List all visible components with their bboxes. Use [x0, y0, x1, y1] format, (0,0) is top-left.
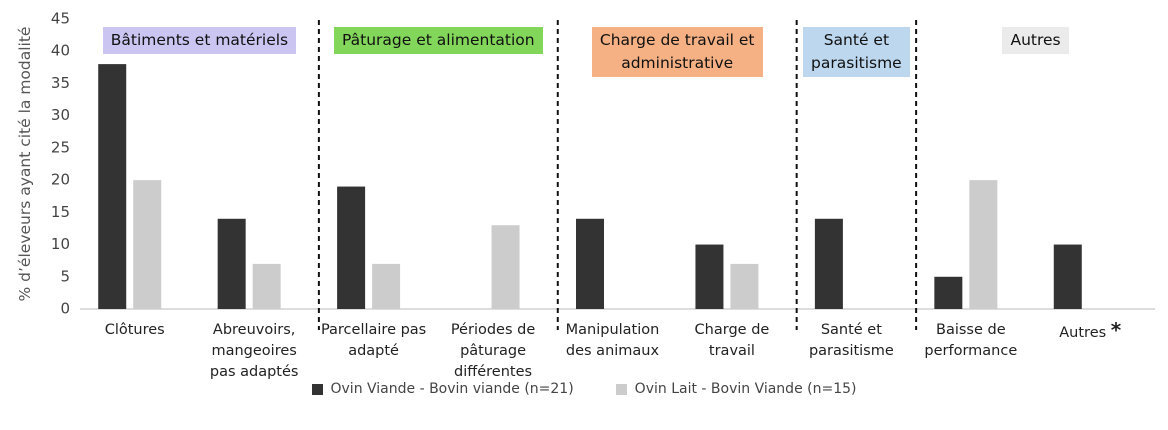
bar: [695, 244, 724, 309]
x-tick-label: Manipulation des animaux: [553, 320, 672, 362]
y-tick-label: 15: [51, 203, 70, 221]
group-header: Pâturage et alimentation: [319, 27, 558, 54]
group-label: Autres: [1002, 27, 1069, 54]
y-tick-label: 20: [51, 171, 70, 189]
group-label: Charge de travail et administrative: [591, 27, 763, 77]
x-tick-label: Clôtures: [75, 320, 194, 341]
y-tick-label: 35: [51, 74, 70, 92]
legend-swatch: [615, 383, 627, 395]
bar: [491, 225, 520, 309]
x-tick-text: Parcellaire pas adapté: [320, 322, 427, 359]
x-tick-label: Santé et parasitisme: [792, 320, 911, 362]
x-tick-label: Abreuvoirs, mangeoires pas adaptés: [194, 320, 313, 383]
bar: [969, 180, 998, 309]
group-header: Bâtiments et matériels: [80, 27, 319, 54]
group-label: Bâtiments et matériels: [102, 27, 297, 54]
x-tick-text: Manipulation des animaux: [565, 322, 660, 359]
bar: [934, 276, 963, 309]
bar: [372, 263, 401, 309]
bar: [1053, 244, 1082, 309]
x-tick-label: Périodes de pâturage différentes: [433, 320, 552, 383]
x-tick-label: Baisse de performance: [911, 320, 1030, 362]
bar: [814, 218, 843, 309]
legend-item: Ovin Lait - Bovin Viande (n=15): [615, 381, 857, 397]
group-label: Pâturage et alimentation: [334, 27, 543, 54]
bar: [337, 186, 366, 309]
x-tick-text: Charge de travail: [694, 322, 770, 359]
legend-swatch: [311, 383, 323, 395]
y-tick-label: 0: [60, 300, 70, 318]
bar: [252, 263, 281, 309]
bar: [576, 218, 604, 309]
group-header: Charge de travail et administrative: [558, 27, 797, 77]
x-tick-text: Autres: [1059, 325, 1107, 341]
bar: [217, 218, 246, 309]
x-tick-label: Parcellaire pas adapté: [314, 320, 433, 362]
y-axis-label: % d’éleveurs ayant cité la modalité: [16, 26, 34, 302]
legend: Ovin Viande - Bovin viande (n=21) Ovin La…: [0, 381, 1168, 397]
legend-label: Ovin Viande - Bovin viande (n=21): [330, 381, 574, 397]
y-tick-label: 45: [51, 10, 70, 28]
x-tick-label: Autres *: [1031, 320, 1150, 344]
x-tick-text: Périodes de pâturage différentes: [450, 322, 536, 380]
bar: [133, 180, 162, 309]
y-tick-label: 25: [51, 138, 70, 156]
legend-label: Ovin Lait - Bovin Viande (n=15): [634, 381, 857, 397]
legend-item: Ovin Viande - Bovin viande (n=21): [311, 381, 574, 397]
x-tick-text: Abreuvoirs, mangeoires pas adaptés: [209, 322, 299, 380]
y-tick-label: 10: [51, 235, 70, 253]
x-tick-text: Clôtures: [104, 322, 165, 338]
group-header: Santé et parasitisme: [797, 27, 916, 77]
x-tick-label: Charge de travail: [672, 320, 791, 362]
x-tick-text: Santé et parasitisme: [808, 322, 894, 359]
bar: [98, 64, 127, 309]
group-header: Autres: [916, 27, 1155, 54]
y-tick-label: 40: [51, 42, 70, 60]
y-tick-label: 30: [51, 106, 70, 124]
y-tick-label: 5: [60, 267, 70, 285]
x-tick-text: Baisse de performance: [924, 322, 1018, 359]
group-label: Santé et parasitisme: [803, 27, 910, 77]
bar: [730, 263, 759, 309]
annotation: *: [1110, 318, 1122, 342]
